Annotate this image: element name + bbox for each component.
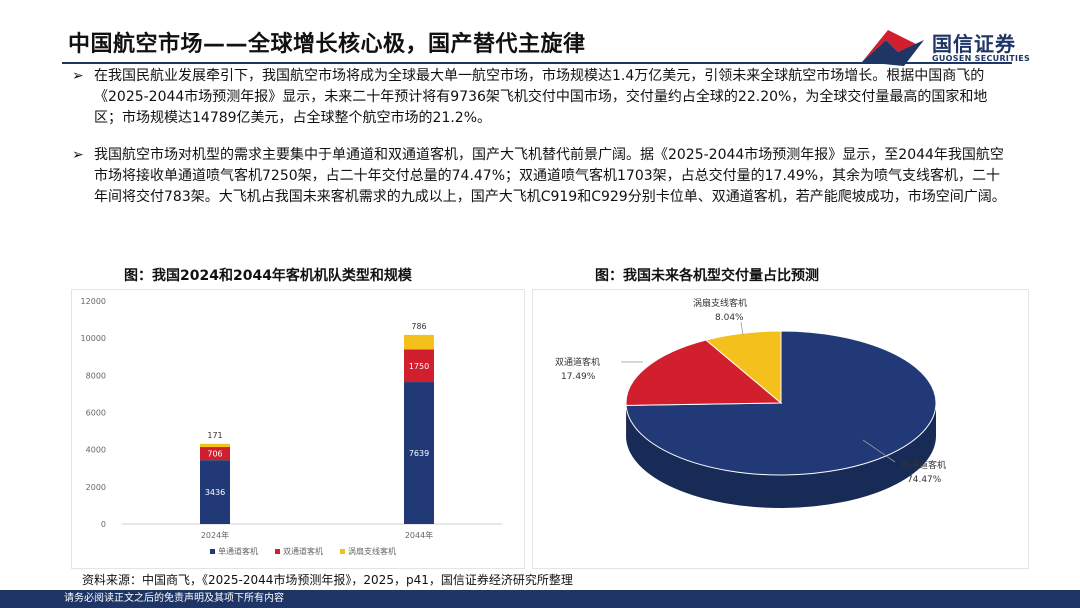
bullet-paragraph-2: ➢ 我国航空市场对机型的需求主要集中于单通道和双通道客机，国产大飞机替代前景广阔… [72,145,1012,208]
pie-slice-side [626,403,936,508]
slice-label: 涡扇支线客机 [693,297,747,309]
pie-slice [625,330,937,476]
legend-swatch [340,549,345,554]
figure-1-title: 图：我国2024和2044年客机机队类型和规模 [124,268,412,284]
y-tick-label: 4000 [86,446,106,455]
pie-slice [625,339,783,406]
leader-line [740,321,744,336]
bar-segment [200,443,230,448]
brand-logo: 国信证券 GUOSEN SECURITIES [858,22,1058,68]
bullet-text: 在我国民航业发展牵引下，我国航空市场将成为全球最大单一航空市场，市场规模达1.4… [94,68,988,126]
data-label: 171 [207,431,222,440]
footer-bar: 请务必阅读正文之后的免责声明及其项下所有内容 [0,590,1080,608]
y-tick-label: 10000 [81,334,106,343]
slice-percent: 17.49% [561,372,596,382]
x-tick-label: 2044年 [405,530,433,540]
title-divider [62,62,1012,64]
bullet-arrow-icon: ➢ [72,147,84,163]
slice-label: 单通道客机 [901,459,946,471]
bar-segment [404,349,434,383]
bar-segment [404,334,434,350]
slice-percent: 8.04% [715,313,744,323]
legend-swatch [210,549,215,554]
y-tick-label: 6000 [86,409,106,418]
y-tick-label: 2000 [86,483,106,492]
legend-label: 双通道客机 [283,546,323,556]
figure-2-title: 图：我国未来各机型交付量占比预测 [595,268,819,284]
legend-label: 单通道客机 [218,546,258,556]
y-tick-label: 8000 [86,371,106,380]
bar-segment [404,382,434,524]
stacked-bar-chart: 0 2000 4000 6000 8000 10000 12000 3436 706 171 202… [81,297,502,556]
data-label: 1750 [409,362,429,371]
legend-label: 涡扇支线客机 [348,546,396,556]
data-label: 706 [207,450,222,459]
y-tick-label: 0 [101,520,106,529]
source-note: 资料来源：中国商飞，《2025-2044市场预测年报》，2025，p41，国信证… [82,573,573,587]
pie-slice [704,330,782,405]
logo-mark-icon [862,30,924,66]
bar-segment [200,447,230,461]
data-label: 786 [411,322,426,331]
logo-name: 国信证券 [932,32,1016,56]
slice-percent: 74.47% [907,475,942,485]
bar-segment [200,460,230,524]
y-tick-label: 12000 [81,297,106,306]
bullet-text: 我国航空市场对机型的需求主要集中于单通道和双通道客机，国产大飞机替代前景广阔。据… [94,147,1006,205]
slice-label: 双通道客机 [555,356,600,368]
bar-chart-panel: 0 2000 4000 6000 8000 10000 12000 3436 706 171 202… [71,289,525,569]
pie-chart: 单通道客机 74.47% 双通道客机 17.49% 涡扇支线客机 8.04% [555,297,946,508]
data-label: 7639 [409,449,429,458]
leader-line [862,439,896,463]
bullet-paragraph-1: ➢ 在我国民航业发展牵引下，我国航空市场将成为全球最大单一航空市场，市场规模达1… [72,66,1012,129]
logo-subtitle: GUOSEN SECURITIES [932,54,1031,63]
legend-swatch [275,549,280,554]
page-title: 中国航空市场——全球增长核心极，国产替代主旋律 [68,32,586,57]
data-label: 3436 [205,488,225,497]
x-tick-label: 2024年 [201,530,229,540]
disclaimer-text: 请务必阅读正文之后的免责声明及其项下所有内容 [64,593,284,604]
pie-chart-panel: 单通道客机 74.47% 双通道客机 17.49% 涡扇支线客机 8.04% [532,289,1029,569]
bullet-arrow-icon: ➢ [72,68,84,84]
